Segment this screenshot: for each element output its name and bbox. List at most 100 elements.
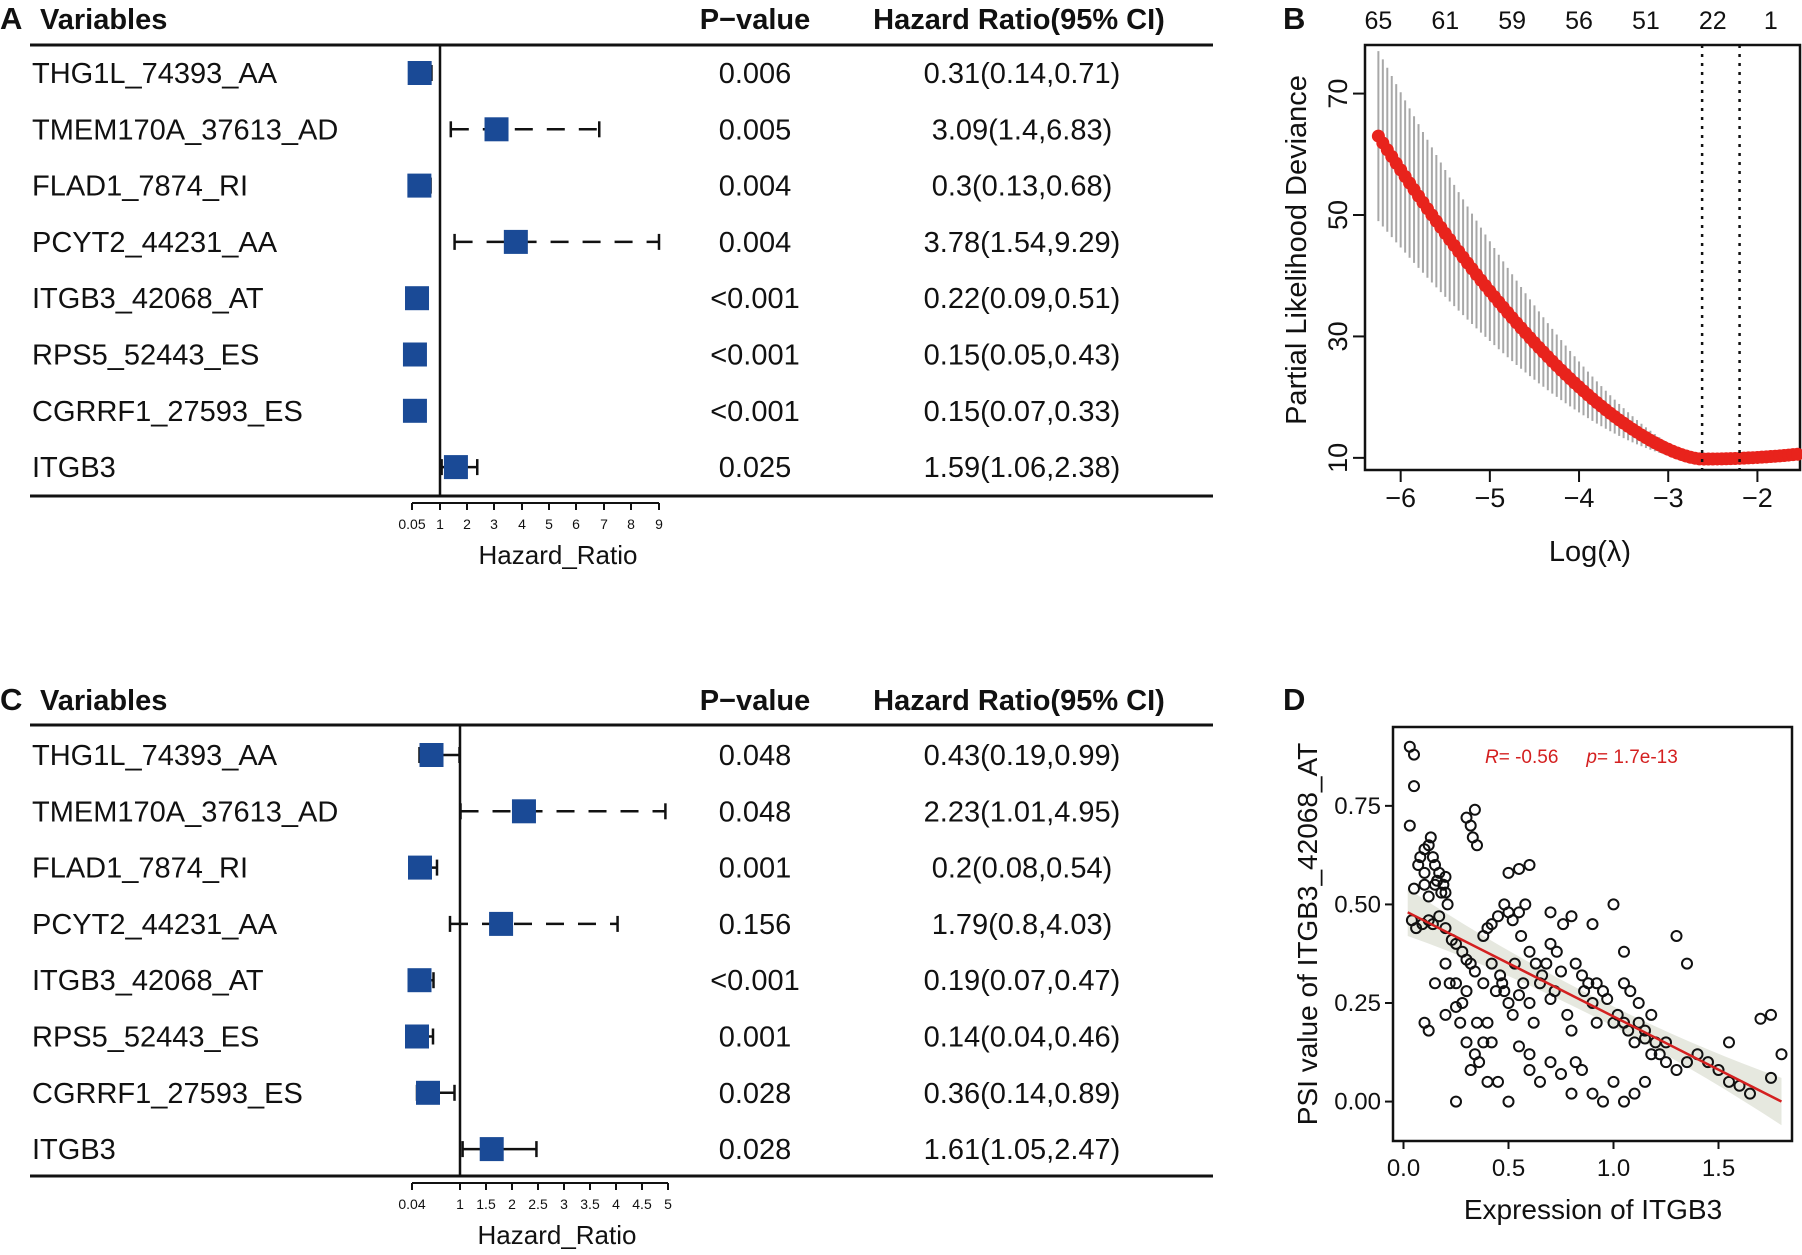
data-point [1418,866,1431,879]
data-point [1744,1087,1756,1100]
data-point [1618,1095,1630,1108]
data-point [1544,906,1557,919]
data-point [1477,1036,1490,1049]
data-point [1412,859,1425,871]
data-point [1628,1087,1641,1100]
hazard-ratio-ci: 1.61(1.05,2.47) [924,1134,1121,1166]
data-point [1471,1016,1483,1029]
deviance-point [1791,447,1802,461]
data-point [1534,1075,1546,1088]
x-tick-label: 2 [463,516,471,532]
data-point [1422,1024,1435,1037]
variable-name: TMEM170A_37613_AD [32,796,338,828]
data-point [1555,965,1567,978]
data-point [1712,1064,1725,1077]
x-tick-label: 3 [490,516,498,532]
x-tick-label: 0.04 [398,1196,425,1212]
hazard-ratio-ci: 0.36(0.14,0.89) [924,1078,1121,1110]
x-tick-label: 4 [518,516,526,532]
x-tick-label: 1.0 [1597,1155,1630,1182]
data-point [1597,1095,1609,1108]
data-point [1523,945,1536,958]
x-tick-label: 1 [456,1196,464,1212]
hazard-ratio-ci: 2.23(1.01,4.95) [924,796,1121,828]
data-point [1565,1024,1578,1037]
data-point [1485,918,1498,931]
x-tick-label: −4 [1564,483,1595,513]
data-point [1506,1008,1519,1021]
plot-frame [1363,43,1802,472]
data-point [1439,1008,1452,1021]
x-axis-title: Expression of ITGB3 [1464,1194,1722,1225]
x-tick-label: 0.0 [1387,1155,1420,1182]
data-point [1607,898,1620,911]
hazard-ratio-marker [407,173,432,198]
data-point [1576,1064,1588,1077]
hazard-ratio-marker [489,911,514,936]
annotation-part: = -0.56 [1499,747,1559,768]
data-point [1590,977,1603,990]
p-value: 0.156 [719,909,792,941]
hazard-ratio-ci: 3.09(1.4,6.83) [932,114,1113,146]
x-tick-label: 3 [560,1196,568,1212]
data-point [1422,839,1435,852]
data-point [1645,1048,1658,1061]
x-tick-label: 4 [612,1196,620,1212]
x-tick-label: −2 [1742,483,1773,513]
y-axis-title: Partial Likelihood Deviance [1281,75,1313,425]
data-point [1586,1087,1599,1100]
x-tick-label: −3 [1653,483,1684,513]
data-point [1527,1016,1540,1029]
data-point [1513,906,1525,919]
data-point [1408,748,1420,761]
header-hazard-ratio: Hazard Ratio(95% CI) [873,685,1165,717]
header-hazard-ratio: Hazard Ratio(95% CI) [873,4,1165,36]
data-point [1439,886,1452,899]
x-tick-label: 0.05 [398,516,425,532]
top-axis-label: 51 [1632,7,1660,35]
data-point [1433,910,1446,923]
hazard-ratio-ci: 0.43(0.19,0.99) [924,740,1121,772]
p-value: 0.048 [719,740,792,772]
data-point [1607,1075,1620,1088]
data-point [1590,1016,1603,1029]
header-variables: Variables [40,685,167,717]
data-point [1550,945,1563,958]
data-point [1468,965,1481,978]
data-point [1424,831,1437,844]
data-point [1681,1056,1693,1069]
top-axis-label: 1 [1764,7,1778,35]
p-value: 0.006 [719,58,792,90]
data-point [1523,1048,1536,1061]
data-point [1670,929,1683,942]
hazard-ratio-marker [511,799,536,824]
x-tick-label: 0.5 [1492,1155,1525,1182]
data-point [1513,1040,1525,1053]
data-point [1426,851,1439,864]
panel-label: B [1283,1,1305,36]
p-value: 0.048 [719,796,792,828]
hazard-ratio-ci: 0.31(0.14,0.71) [924,58,1121,90]
data-point [1473,1056,1486,1069]
data-point [1569,1056,1582,1069]
y-tick-label: 70 [1323,79,1353,109]
y-tick-label: 0.50 [1334,891,1381,918]
annotation-part: R [1485,747,1499,768]
hazard-ratio-marker [408,855,432,880]
hazard-ratio-marker [405,1024,429,1049]
x-tick-label: 5 [545,516,553,532]
data-point [1515,929,1528,942]
data-point [1489,985,1502,998]
data-point [1523,997,1536,1009]
data-point [1441,898,1454,911]
y-axis-title: PSI value of ITGB3_42068_AT [1292,743,1323,1125]
y-tick-label: 0.25 [1334,990,1381,1017]
variable-name: ITGB3_42068_AT [32,965,264,997]
header-variables: Variables [40,4,167,36]
data-point [1670,1064,1683,1077]
data-point [1450,1095,1462,1108]
data-point [1403,819,1416,832]
data-point [1439,870,1452,883]
variable-name: FLAD1_7874_RI [32,171,248,203]
x-tick-label: 4.5 [632,1196,652,1212]
